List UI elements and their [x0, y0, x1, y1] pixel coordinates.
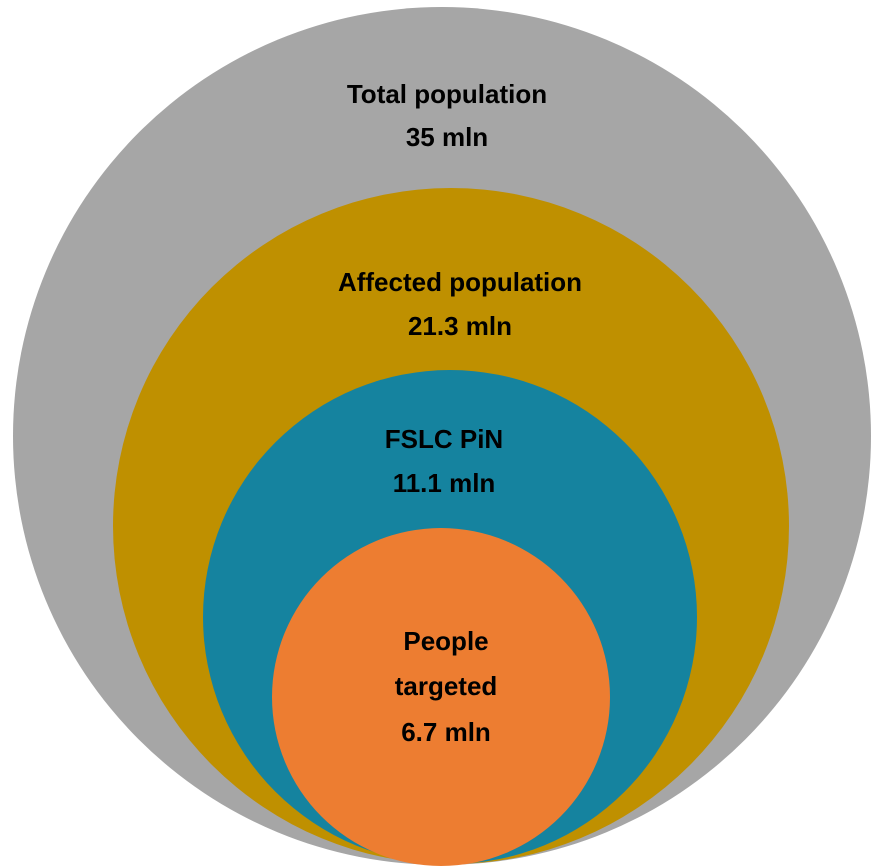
- node-label: FSLC PiN: [385, 424, 503, 454]
- node-value: 21.3 mln: [408, 311, 512, 341]
- node-label: targeted: [395, 671, 498, 701]
- node-label: People: [403, 626, 488, 656]
- people-targeted-circle: [272, 528, 610, 866]
- node-label: Total population: [347, 79, 547, 109]
- node-label: Affected population: [338, 267, 582, 297]
- node-value: 11.1 mln: [393, 468, 496, 498]
- node-value: 35 mln: [406, 122, 488, 152]
- node-value: 6.7 mln: [401, 717, 491, 747]
